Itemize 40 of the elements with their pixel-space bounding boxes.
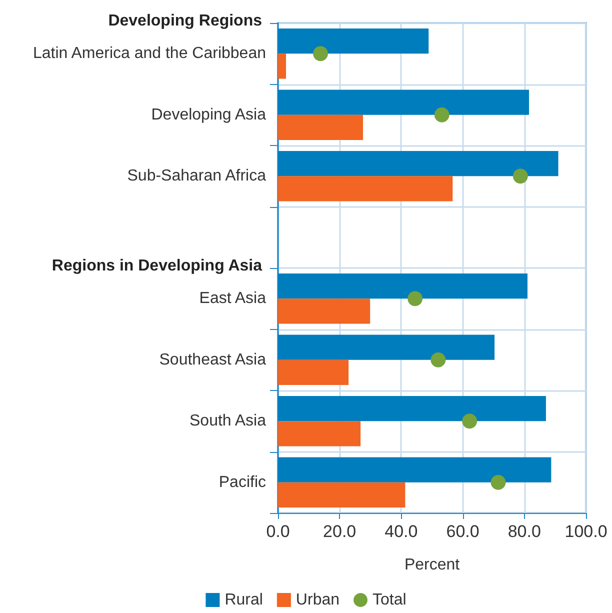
text: Developing Regions <box>108 12 262 30</box>
x-axis-title: Percent <box>404 556 460 574</box>
point <box>512 168 528 184</box>
legend-label: Rural <box>224 592 263 608</box>
bar <box>278 396 546 422</box>
bar <box>278 274 528 299</box>
text: Regions in Developing Asia <box>52 258 262 274</box>
point <box>490 474 506 490</box>
y-tick-label: Latin America and the Caribbean <box>32 45 266 62</box>
y-tick-label: Sub-Saharan Africa <box>127 168 266 185</box>
bar <box>278 90 530 115</box>
y-tick-label: South Asia <box>190 412 266 430</box>
y-tick-label: East Asia <box>199 290 266 308</box>
y-tick-label: Pacific <box>218 474 266 491</box>
y-tick-label: Southeast Asia <box>159 351 266 368</box>
bar <box>278 114 364 140</box>
legend-label: Urban <box>296 592 340 608</box>
bar <box>278 28 429 54</box>
bar <box>278 298 370 324</box>
x-tick-label: 100.0 <box>564 522 608 541</box>
point <box>462 414 478 429</box>
point <box>313 46 328 62</box>
x-tick-label: 20.0 <box>323 522 356 541</box>
bar <box>278 151 558 176</box>
point <box>434 107 450 122</box>
bar <box>278 334 495 360</box>
x-tick-label: 80.0 <box>508 522 541 541</box>
bar <box>278 457 552 482</box>
bar <box>278 176 453 202</box>
x-tick-label: 0.0 <box>266 522 290 541</box>
point <box>408 291 423 306</box>
x-tick-label: 60.0 <box>446 522 480 541</box>
point <box>430 352 446 368</box>
bar <box>278 54 286 79</box>
bar <box>278 482 406 508</box>
legend-label: Total <box>372 592 406 608</box>
bar <box>278 421 361 446</box>
y-tick-label: Developing Asia <box>151 106 266 124</box>
bar <box>278 360 349 385</box>
x-tick-label: 40.0 <box>384 522 418 541</box>
